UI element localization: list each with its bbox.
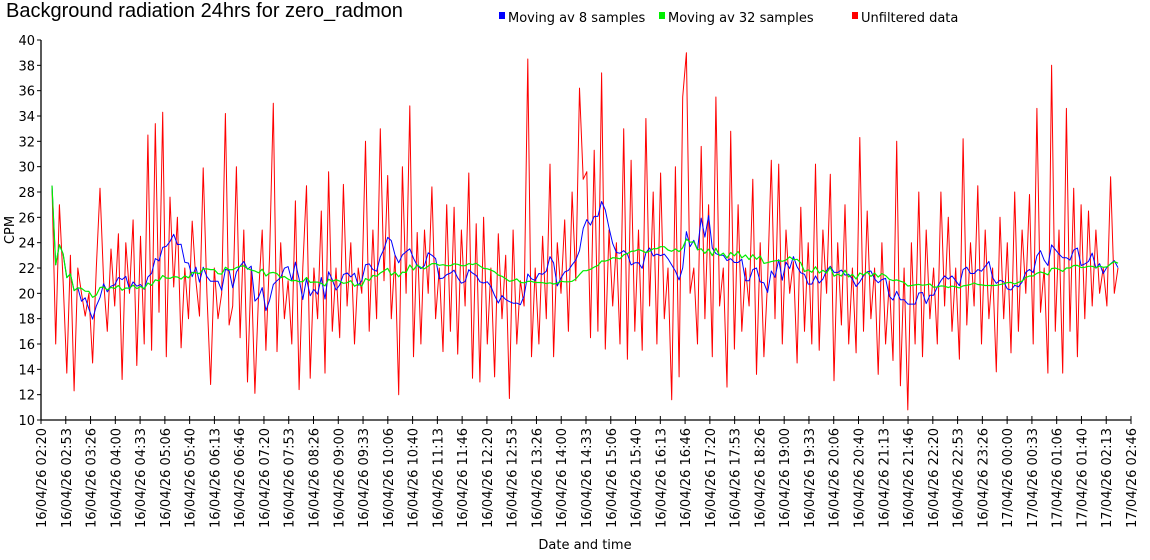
x-tick-label: 16/04/26 22:20	[927, 428, 942, 528]
y-tick-label: 36	[18, 85, 35, 100]
axes: 10 12 14 16 18 20 22 24 26 28 30 32 34 36 38 40 16/04/26…	[18, 34, 1140, 528]
x-tick-label: 16/04/26 14:33	[580, 428, 595, 528]
x-tick-label: 16/04/26 07:53	[283, 428, 298, 528]
x-tick-label: 16/04/26 18:26	[753, 428, 768, 528]
x-tick-label: 17/04/26 02:13	[1100, 428, 1115, 528]
y-tick-label: 24	[18, 237, 35, 252]
y-tick-label: 38	[18, 59, 35, 74]
chart-title: Background radiation 24hrs for zero_radm…	[6, 0, 403, 22]
x-tick-label: 17/04/26 00:00	[1001, 428, 1016, 528]
series-moving-av-8-line	[51, 185, 1119, 320]
x-tick-label: 16/04/26 22:53	[952, 428, 967, 528]
x-tick-label: 16/04/26 23:26	[976, 428, 991, 528]
x-axis-title: Date and time	[538, 538, 631, 553]
x-tick-label: 16/04/26 12:20	[481, 428, 496, 528]
legend-label-ma32: Moving av 32 samples	[668, 11, 814, 26]
legend: Moving av 8 samples Moving av 32 samples…	[499, 11, 958, 26]
x-tick-label: 16/04/26 04:33	[134, 428, 149, 528]
x-tick-label: 16/04/26 21:13	[877, 428, 892, 528]
legend-swatch-unfiltered	[852, 12, 858, 19]
x-tick-label: 16/04/26 06:46	[233, 428, 248, 528]
x-tick-label: 17/04/26 01:06	[1051, 428, 1066, 528]
y-tick-label: 40	[18, 34, 35, 49]
x-tick-label: 16/04/26 05:40	[184, 428, 199, 528]
x-tick-label: 16/04/26 09:33	[357, 428, 372, 528]
legend-swatch-ma32	[659, 12, 665, 19]
series-moving-av-32-line	[51, 185, 1119, 298]
x-tick-label: 16/04/26 04:00	[109, 428, 124, 528]
x-tick-label: 16/04/26 15:40	[630, 428, 645, 528]
x-tick-label: 16/04/26 20:40	[853, 428, 868, 528]
y-axis-title: CPM	[3, 216, 18, 244]
y-tick-label: 26	[18, 211, 35, 226]
y-tick-label: 34	[18, 110, 35, 125]
legend-swatch-ma8	[499, 12, 505, 19]
x-tick-label: 16/04/26 19:00	[778, 428, 793, 528]
x-tick-label: 17/04/26 02:46	[1125, 428, 1140, 528]
x-tick-label: 16/04/26 10:40	[407, 428, 422, 528]
x-tick-label: 16/04/26 12:53	[506, 428, 521, 528]
y-tick-label: 10	[18, 414, 35, 429]
x-tick-label: 16/04/26 05:06	[159, 428, 174, 528]
y-tick-label: 18	[18, 313, 35, 328]
x-tick-label: 16/04/26 14:00	[555, 428, 570, 528]
x-tick-label: 17/04/26 01:40	[1075, 428, 1090, 528]
x-tick-label: 16/04/26 09:00	[332, 428, 347, 528]
x-tick-label: 16/04/26 17:20	[704, 428, 719, 528]
y-tick-label: 20	[18, 287, 35, 302]
y-tick-label: 12	[18, 389, 35, 404]
legend-label-unfiltered: Unfiltered data	[861, 11, 958, 26]
x-tick-label: 16/04/26 20:06	[828, 428, 843, 528]
x-tick-label: 16/04/26 19:33	[803, 428, 818, 528]
x-tick-label: 16/04/26 02:20	[35, 428, 50, 528]
y-tick-label: 14	[18, 363, 35, 378]
x-tick-label: 16/04/26 17:53	[729, 428, 744, 528]
x-tick-label: 16/04/26 02:53	[60, 428, 75, 528]
x-tick-label: 16/04/26 13:26	[530, 428, 545, 528]
y-tick-label: 22	[18, 262, 35, 277]
y-tick-label: 32	[18, 135, 35, 150]
plot-area	[51, 52, 1119, 411]
legend-label-ma8: Moving av 8 samples	[508, 11, 646, 26]
y-tick-label: 30	[18, 161, 35, 176]
x-tick-label: 17/04/26 00:33	[1026, 428, 1041, 528]
y-tick-label: 28	[18, 186, 35, 201]
x-tick-label: 16/04/26 10:06	[382, 428, 397, 528]
x-tick-label: 16/04/26 03:26	[85, 428, 100, 528]
series-unfiltered-line	[51, 52, 1119, 411]
y-tick-label: 16	[18, 338, 35, 353]
x-tick-label: 16/04/26 16:13	[654, 428, 669, 528]
x-tick-label: 16/04/26 06:13	[208, 428, 223, 528]
x-tick-label: 16/04/26 21:46	[902, 428, 917, 528]
x-tick-label: 16/04/26 16:46	[679, 428, 694, 528]
x-tick-label: 16/04/26 11:46	[456, 428, 471, 528]
x-tick-label: 16/04/26 08:26	[308, 428, 323, 528]
x-tick-label: 16/04/26 15:06	[605, 428, 620, 528]
x-tick-label: 16/04/26 07:20	[258, 428, 273, 528]
x-tick-label: 16/04/26 11:13	[431, 428, 446, 528]
